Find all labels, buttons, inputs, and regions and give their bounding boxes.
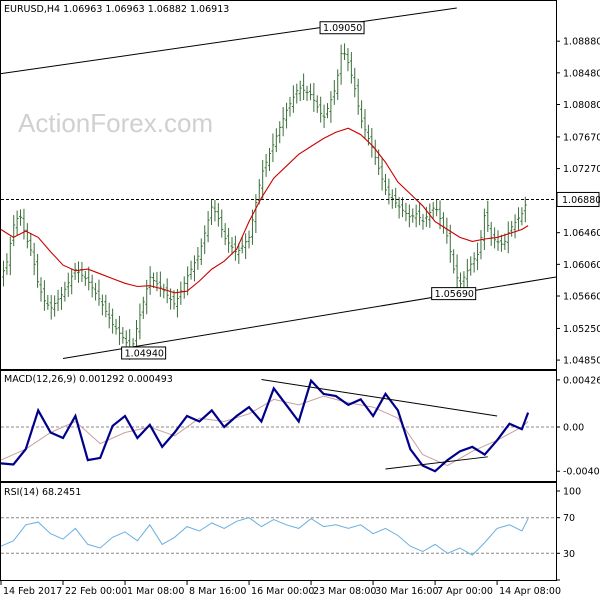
rsi-plot (0, 517, 556, 556)
ema-path (0, 127, 529, 294)
price-tick-label: 1.04850 (563, 356, 600, 367)
level-box (431, 287, 477, 301)
macd-panel-frame (0, 370, 557, 482)
macd-header: MACD(12,26,9) 0.001292 0.000493 (4, 374, 173, 385)
trend-line (0, 7, 457, 75)
price-tick-label: 1.08480 (563, 68, 600, 79)
price-gridlines (556, 40, 560, 361)
x-tick-label: 22 Feb 00:00 (65, 586, 127, 597)
macd-tick-label: 0.004266 (563, 375, 600, 386)
price-tick-label: 1.08080 (563, 100, 600, 111)
price-annotations: 1.06880 1.09050 1.05690 1.04940 (121, 21, 600, 360)
level-label: 1.09050 (323, 23, 362, 34)
x-axis: 14 Feb 2017 22 Feb 00:00 1 Mar 08:00 8 Mar … (0, 581, 561, 597)
rsi-header: RSI(14) 68.2451 (4, 487, 81, 498)
x-tick-label: 23 Mar 08:00 (313, 586, 376, 597)
price-tick-label: 1.06460 (563, 228, 600, 239)
rsi-panel-frame (0, 482, 557, 581)
price-tick-label: 1.05250 (563, 324, 600, 335)
watermark: ActionForex.com (18, 108, 213, 138)
level-label: 1.04940 (125, 348, 164, 359)
price-panel-frame (0, 0, 557, 370)
macd-tick-label: 0.00 (563, 423, 584, 434)
price-tick-label: 1.07670 (563, 132, 600, 143)
price-bars (1, 43, 527, 360)
macd-axis-labels: 0.004266 0.00 -0.004004 (556, 375, 600, 478)
x-tick-label: 14 Feb 2017 (3, 586, 62, 597)
level-label: 1.05690 (435, 289, 474, 300)
level-box (319, 21, 365, 35)
x-tick-label: 1 Mar 08:00 (127, 586, 184, 597)
trend-line (62, 276, 557, 359)
price-tick-label: 1.08880 (563, 37, 600, 48)
x-tick-label: 14 Apr 08:00 (499, 586, 561, 597)
x-tick-label: 30 Mar 16:00 (375, 586, 438, 597)
ema-line (0, 127, 529, 294)
price-trend-lines (0, 7, 557, 359)
macd-plot (0, 378, 556, 473)
price-axis-labels: 1.08880 1.08480 1.08080 1.07670 1.07270 1.064… (563, 37, 600, 367)
x-tick-label: 16 Mar 00:00 (251, 586, 314, 597)
price-tick-label: 1.06060 (563, 260, 600, 271)
price-tick-label: 1.05660 (563, 291, 600, 302)
price-header: EURUSD,H4 1.06963 1.06963 1.06882 1.0691… (4, 4, 229, 15)
macd-trend-line (261, 379, 498, 417)
rsi-tick-label: 100 (563, 487, 581, 498)
macd-tick-label: -0.004004 (563, 467, 600, 478)
rsi-line (0, 517, 529, 556)
level-box (121, 346, 167, 360)
current-price-label: 1.06880 (562, 195, 600, 206)
current-price-box (556, 191, 600, 207)
rsi-tick-label: 70 (563, 513, 575, 524)
x-tick-label: 8 Mar 16:00 (189, 586, 246, 597)
macd-trend-line (385, 456, 488, 470)
price-tick-label: 1.07270 (563, 164, 600, 175)
rsi-tick-label: 30 (563, 549, 575, 560)
x-tick-label: 7 Apr 00:00 (437, 586, 493, 597)
rsi-axis-labels: 100 70 30 (556, 487, 581, 581)
